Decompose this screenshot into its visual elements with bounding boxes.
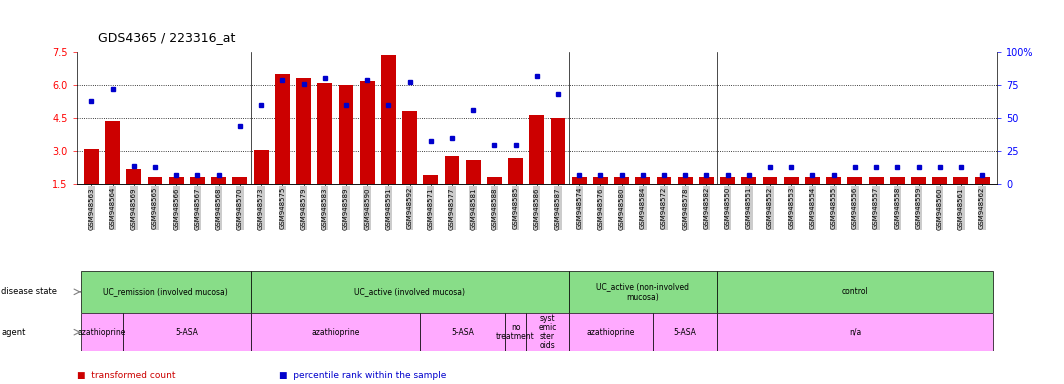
Bar — [550, 118, 565, 184]
Text: agent: agent — [1, 328, 26, 337]
Bar — [190, 177, 205, 184]
Bar — [250, 313, 420, 351]
Text: UC_active (non-involved
mucosa): UC_active (non-involved mucosa) — [596, 282, 689, 301]
Bar — [169, 177, 184, 184]
Bar — [699, 177, 714, 184]
Bar — [253, 150, 268, 184]
Bar — [423, 175, 438, 184]
Bar — [487, 177, 502, 184]
Bar — [678, 177, 693, 184]
Text: 5-ASA: 5-ASA — [674, 328, 697, 337]
Bar — [568, 313, 653, 351]
Bar — [911, 177, 926, 184]
Bar — [81, 313, 123, 351]
Text: no
treatment: no treatment — [496, 323, 535, 341]
Bar — [212, 177, 227, 184]
Bar — [127, 169, 142, 184]
Bar — [381, 55, 396, 184]
Bar — [338, 85, 353, 184]
Text: azathioprine: azathioprine — [587, 328, 635, 337]
Bar — [847, 177, 862, 184]
Bar — [530, 115, 544, 184]
Bar — [509, 158, 523, 184]
Bar — [720, 177, 735, 184]
Bar — [296, 78, 311, 184]
Bar — [232, 177, 247, 184]
Bar — [868, 177, 883, 184]
Bar — [717, 313, 993, 351]
Bar — [317, 83, 332, 184]
Text: n/a: n/a — [849, 328, 861, 337]
Bar — [953, 177, 968, 184]
Bar — [975, 177, 990, 184]
Bar — [784, 177, 799, 184]
Text: azathioprine: azathioprine — [311, 328, 360, 337]
Bar — [466, 160, 481, 184]
Text: control: control — [842, 287, 868, 296]
Bar — [275, 74, 289, 184]
Bar — [84, 149, 99, 184]
Bar — [827, 177, 842, 184]
Bar — [505, 313, 527, 351]
Bar — [656, 177, 671, 184]
Bar — [360, 81, 375, 184]
Bar — [105, 121, 120, 184]
Text: syst
emic
ster
oids: syst emic ster oids — [538, 314, 556, 350]
Bar — [420, 313, 505, 351]
Text: azathioprine: azathioprine — [78, 328, 127, 337]
Bar — [568, 271, 717, 313]
Bar — [571, 177, 586, 184]
Bar — [717, 271, 993, 313]
Bar — [742, 177, 757, 184]
Text: GDS4365 / 223316_at: GDS4365 / 223316_at — [98, 31, 235, 44]
Text: UC_remission (involved mucosa): UC_remission (involved mucosa) — [103, 287, 228, 296]
Bar — [593, 177, 608, 184]
Bar — [148, 177, 163, 184]
Bar — [614, 177, 629, 184]
Bar — [445, 156, 460, 184]
Bar — [890, 177, 904, 184]
Text: ■  transformed count: ■ transformed count — [77, 371, 176, 380]
Bar — [527, 313, 568, 351]
Bar — [250, 271, 568, 313]
Text: 5-ASA: 5-ASA — [451, 328, 473, 337]
Text: 5-ASA: 5-ASA — [176, 328, 198, 337]
Bar — [81, 271, 250, 313]
Text: disease state: disease state — [1, 287, 57, 296]
Text: ■  percentile rank within the sample: ■ percentile rank within the sample — [279, 371, 446, 380]
Bar — [653, 313, 717, 351]
Bar — [123, 313, 250, 351]
Text: UC_active (involved mucosa): UC_active (involved mucosa) — [354, 287, 465, 296]
Bar — [635, 177, 650, 184]
Bar — [402, 111, 417, 184]
Bar — [932, 177, 947, 184]
Bar — [763, 177, 778, 184]
Bar — [805, 177, 820, 184]
